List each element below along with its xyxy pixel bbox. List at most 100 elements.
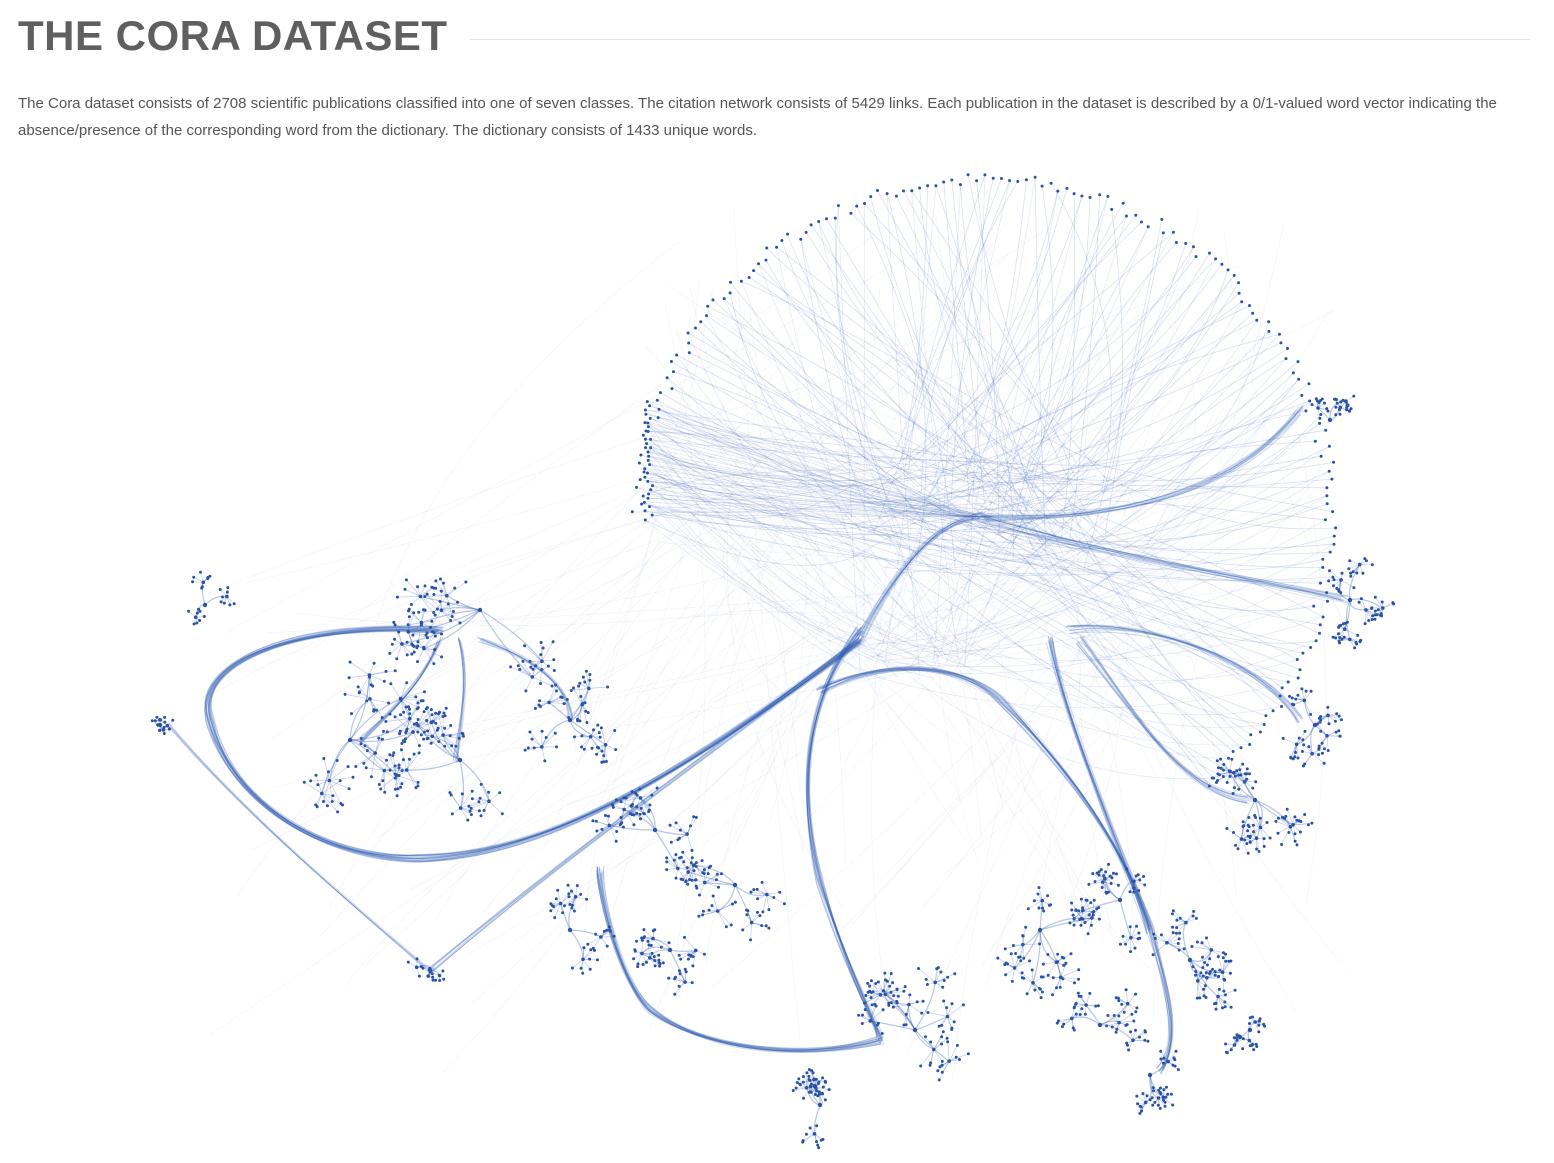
citation-edge xyxy=(858,410,1307,524)
paper-node xyxy=(697,914,701,918)
paper-node xyxy=(1046,894,1050,898)
cluster-edge xyxy=(623,809,635,826)
paper-node xyxy=(1326,409,1330,413)
cluster-edge xyxy=(460,790,473,809)
paper-node xyxy=(760,880,764,884)
paper-node xyxy=(694,861,698,865)
citation-edge xyxy=(888,505,1331,555)
cluster-edge xyxy=(640,794,653,799)
paper-node xyxy=(1097,1022,1103,1028)
paper-node xyxy=(711,894,715,898)
paper-node xyxy=(889,990,893,994)
cluster-edge xyxy=(1211,771,1231,779)
paper-node xyxy=(539,653,543,657)
paper-node xyxy=(903,985,907,989)
paper-node xyxy=(648,416,652,420)
cluster-edge xyxy=(510,666,533,678)
citation-edge xyxy=(649,430,978,518)
paper-node xyxy=(639,817,642,821)
paper-node xyxy=(937,1078,941,1082)
paper-node xyxy=(807,1090,811,1094)
paper-node xyxy=(326,770,330,774)
cluster-edge xyxy=(914,1015,949,1031)
paper-node xyxy=(1062,956,1066,960)
paper-node xyxy=(412,644,416,648)
citation-edge xyxy=(883,305,1250,515)
paper-node xyxy=(1323,518,1327,522)
paper-node xyxy=(1138,878,1142,882)
paper-node xyxy=(1246,823,1250,827)
cluster-edge xyxy=(600,936,608,947)
paper-node xyxy=(1301,738,1305,742)
cluster-edge xyxy=(1125,989,1129,1005)
citation-edge xyxy=(236,461,761,897)
paper-node xyxy=(904,1023,908,1027)
cluster-edge xyxy=(329,780,333,802)
citation-edge xyxy=(647,431,852,459)
cluster-edge xyxy=(908,1003,916,1031)
paper-node xyxy=(586,942,590,946)
citation-edge xyxy=(880,342,1282,484)
cluster-edge xyxy=(884,973,892,995)
paper-node xyxy=(1213,1002,1216,1006)
paper-node xyxy=(432,593,436,596)
paper-node xyxy=(379,787,383,791)
paper-node xyxy=(807,1068,811,1072)
cluster-edge xyxy=(1260,827,1265,847)
paper-node xyxy=(646,458,650,462)
edge-bundle xyxy=(361,641,438,742)
cluster-edge xyxy=(349,739,385,772)
paper-node xyxy=(816,1082,820,1085)
paper-node xyxy=(392,751,396,755)
paper-node xyxy=(647,943,651,947)
cluster-edge xyxy=(412,719,419,733)
paper-node xyxy=(351,775,355,779)
citation-edge xyxy=(934,378,980,865)
citation-edge xyxy=(647,460,851,520)
citation-edge xyxy=(642,495,933,679)
cluster-edge xyxy=(802,1133,815,1141)
cluster-edge xyxy=(1019,944,1024,958)
paper-node xyxy=(600,760,604,764)
paper-node xyxy=(1252,830,1255,834)
citation-edge xyxy=(649,497,979,518)
cluster-edge xyxy=(1202,949,1212,968)
cluster-edge xyxy=(407,612,415,633)
edge-bundle xyxy=(1050,635,1172,1070)
cluster-edge xyxy=(442,734,452,747)
cluster-edge xyxy=(1293,700,1305,706)
paper-node xyxy=(556,888,560,892)
citation-edge xyxy=(1059,559,1315,612)
paper-node xyxy=(1128,890,1132,894)
citation-edge xyxy=(873,180,1010,534)
citation-edge xyxy=(644,475,1097,503)
cluster-edge xyxy=(383,767,400,771)
paper-node xyxy=(1077,968,1081,972)
paper-node xyxy=(416,640,420,644)
citation-edge xyxy=(363,225,1005,967)
paper-node xyxy=(391,754,395,757)
cluster-edge xyxy=(389,698,401,715)
paper-node xyxy=(635,805,639,809)
paper-node xyxy=(667,947,673,953)
edge-bundle xyxy=(981,515,1342,601)
paper-node xyxy=(640,938,644,942)
paper-node xyxy=(749,938,753,942)
paper-node xyxy=(567,717,573,723)
paper-node xyxy=(1090,916,1094,920)
edge-bundle xyxy=(207,626,860,860)
paper-node xyxy=(1174,931,1178,935)
cluster-edge xyxy=(425,708,432,723)
paper-node xyxy=(412,650,416,654)
paper-node xyxy=(1132,886,1136,890)
paper-node xyxy=(1232,786,1236,790)
cluster-edge xyxy=(588,686,608,689)
edge-bundle xyxy=(1049,643,1170,1072)
edge-bundle xyxy=(1069,625,1298,717)
paper-node xyxy=(642,500,646,504)
paper-node xyxy=(422,737,426,741)
cluster-edge xyxy=(884,986,906,995)
paper-node xyxy=(876,189,879,192)
paper-node xyxy=(622,796,626,800)
edge-bundle xyxy=(596,628,881,1052)
